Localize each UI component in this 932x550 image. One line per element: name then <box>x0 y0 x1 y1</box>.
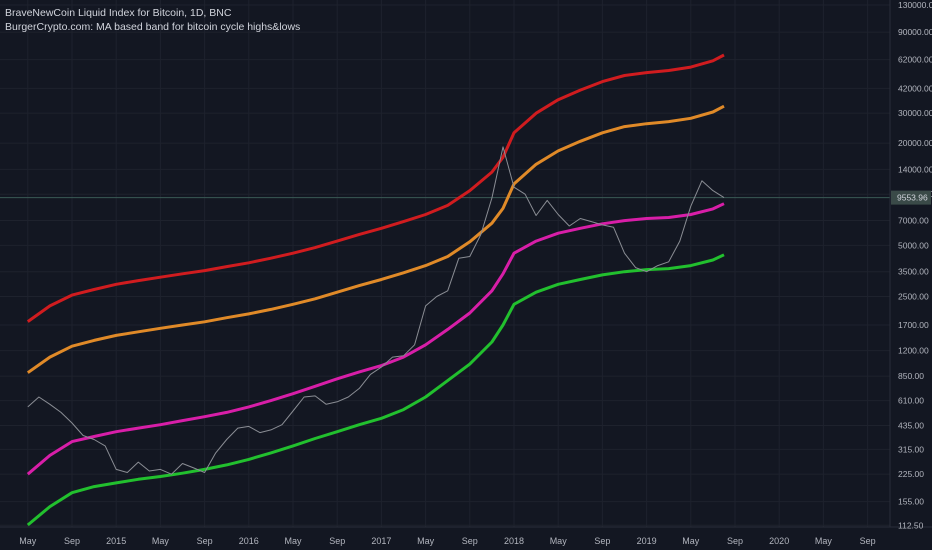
x-tick-label: 2016 <box>239 536 259 546</box>
x-tick-label: Sep <box>462 536 478 546</box>
y-tick-label: 315.00 <box>898 444 924 454</box>
x-tick-label: 2017 <box>371 536 391 546</box>
x-tick-label: Sep <box>727 536 743 546</box>
x-tick-label: Sep <box>329 536 345 546</box>
y-tick-label: 3500.00 <box>898 267 929 277</box>
y-tick-label: 610.00 <box>898 396 924 406</box>
y-tick-label: 42000.00 <box>898 83 932 93</box>
x-tick-label: May <box>152 536 170 546</box>
y-tick-label: 30000.00 <box>898 108 932 118</box>
top-band-line[interactable] <box>26 53 725 323</box>
y-tick-label: 225.00 <box>898 469 924 479</box>
y-tick-label: 155.00 <box>898 497 924 507</box>
x-tick-label: Sep <box>594 536 610 546</box>
x-tick-label: May <box>815 536 833 546</box>
y-tick-label: 2500.00 <box>898 292 929 302</box>
y-tick-label: 7000.00 <box>898 216 929 226</box>
x-tick-label: May <box>19 536 37 546</box>
y-tick-label: 112.50 <box>898 520 924 530</box>
symbol-title: BraveNewCoin Liquid Index for Bitcoin, 1… <box>5 7 232 19</box>
x-tick-label: May <box>550 536 568 546</box>
upper-band-line[interactable] <box>26 104 725 374</box>
current-price-value: 9553.96 <box>897 193 928 203</box>
indicator-title: BurgerCrypto.com: MA based band for bitc… <box>5 21 301 33</box>
y-tick-label: 90000.00 <box>898 27 932 37</box>
x-tick-label: Sep <box>197 536 213 546</box>
x-tick-label: Sep <box>64 536 80 546</box>
bottom-band-line[interactable] <box>26 253 725 527</box>
x-tick-label: May <box>417 536 435 546</box>
y-tick-label: 62000.00 <box>898 55 932 65</box>
x-tick-label: 2019 <box>637 536 657 546</box>
y-tick-label: 1700.00 <box>898 320 929 330</box>
y-tick-label: 1200.00 <box>898 346 929 356</box>
price-line[interactable] <box>27 146 725 475</box>
y-tick-label: 130000.00 <box>898 0 932 10</box>
y-tick-label: 14000.00 <box>898 164 932 174</box>
x-tick-label: 2020 <box>769 536 789 546</box>
mid-band-line[interactable] <box>26 202 725 476</box>
current-price-badge <box>891 190 931 205</box>
y-tick-label: 20000.00 <box>898 138 932 148</box>
x-tick-label: May <box>682 536 700 546</box>
y-tick-label: 5000.00 <box>898 240 929 250</box>
y-tick-label: 850.00 <box>898 371 924 381</box>
x-tick-label: May <box>284 536 302 546</box>
x-tick-label: 2018 <box>504 536 524 546</box>
x-tick-label: Sep <box>860 536 876 546</box>
x-tick-label: 2015 <box>106 536 126 546</box>
y-tick-label: 435.00 <box>898 421 924 431</box>
